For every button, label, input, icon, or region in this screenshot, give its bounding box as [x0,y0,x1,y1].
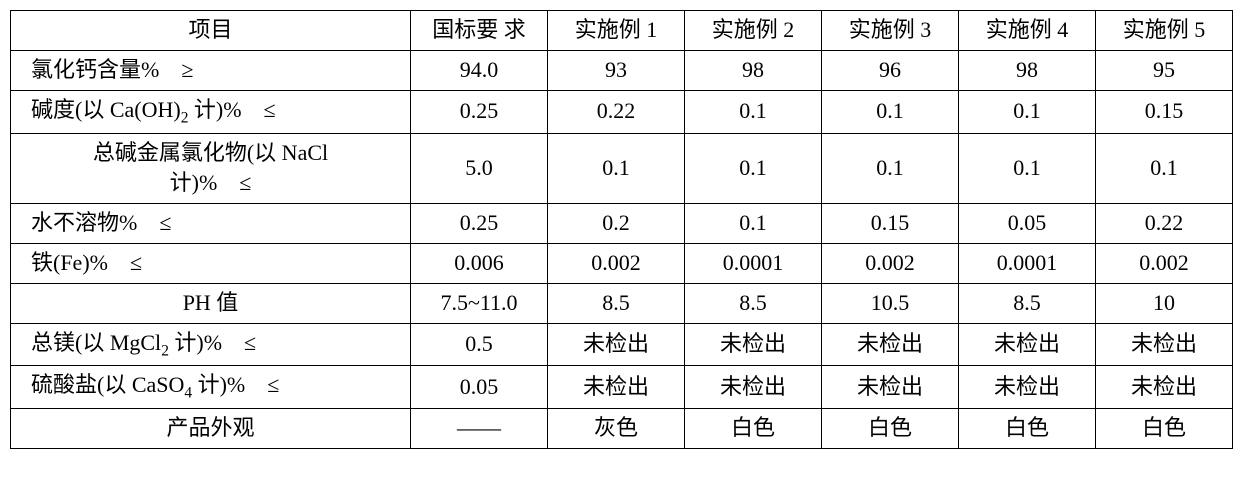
table-row: 总镁(以 MgCl2 计)% ≤0.5未检出未检出未检出未检出未检出 [11,323,1233,366]
cell-ex2: 未检出 [685,366,822,409]
row-label: 氯化钙含量% ≥ [11,50,411,90]
row-label: 水不溶物% ≤ [11,204,411,244]
cell-std: 0.25 [411,204,548,244]
cell-ex2: 0.0001 [685,243,822,283]
cell-std: 7.5~11.0 [411,283,548,323]
col-header-ex4: 实施例 4 [959,11,1096,51]
cell-ex5: 0.002 [1096,243,1233,283]
cell-ex1: 0.22 [548,90,685,133]
table-row: PH 值7.5~11.08.58.510.58.510 [11,283,1233,323]
cell-ex4: 未检出 [959,366,1096,409]
table-row: 产品外观——灰色白色白色白色白色 [11,409,1233,449]
table-row: 碱度(以 Ca(OH)2 计)% ≤0.250.220.10.10.10.15 [11,90,1233,133]
cell-ex3: 未检出 [822,323,959,366]
cell-ex1: 8.5 [548,283,685,323]
cell-ex4: 0.1 [959,90,1096,133]
cell-ex5: 白色 [1096,409,1233,449]
cell-ex3: 96 [822,50,959,90]
row-label: 总碱金属氯化物(以 NaCl计)% ≤ [11,133,411,204]
cell-ex4: 0.0001 [959,243,1096,283]
cell-ex5: 0.1 [1096,133,1233,204]
cell-std: 5.0 [411,133,548,204]
cell-ex1: 0.2 [548,204,685,244]
table-row: 水不溶物% ≤0.250.20.10.150.050.22 [11,204,1233,244]
cell-std: 0.5 [411,323,548,366]
col-header-ex5: 实施例 5 [1096,11,1233,51]
table-row: 铁(Fe)% ≤0.0060.0020.00010.0020.00010.002 [11,243,1233,283]
row-label: 产品外观 [11,409,411,449]
cell-ex5: 未检出 [1096,366,1233,409]
cell-std: 0.05 [411,366,548,409]
cell-ex3: 未检出 [822,366,959,409]
cell-ex5: 10 [1096,283,1233,323]
cell-std: 0.25 [411,90,548,133]
cell-ex2: 白色 [685,409,822,449]
cell-ex1: 93 [548,50,685,90]
cell-ex1: 灰色 [548,409,685,449]
cell-ex2: 0.1 [685,204,822,244]
row-label: PH 值 [11,283,411,323]
cell-ex5: 0.22 [1096,204,1233,244]
data-table: 项目 国标要 求 实施例 1 实施例 2 实施例 3 实施例 4 实施例 5 氯… [10,10,1233,449]
table-row: 氯化钙含量% ≥94.09398969895 [11,50,1233,90]
cell-ex4: 0.1 [959,133,1096,204]
cell-std: —— [411,409,548,449]
cell-ex3: 0.1 [822,133,959,204]
cell-ex5: 0.15 [1096,90,1233,133]
row-label: 总镁(以 MgCl2 计)% ≤ [11,323,411,366]
row-label: 硫酸盐(以 CaSO4 计)% ≤ [11,366,411,409]
cell-ex4: 98 [959,50,1096,90]
cell-ex3: 0.15 [822,204,959,244]
cell-ex4: 8.5 [959,283,1096,323]
row-label: 铁(Fe)% ≤ [11,243,411,283]
cell-ex2: 0.1 [685,133,822,204]
cell-ex2: 98 [685,50,822,90]
table-head: 项目 国标要 求 实施例 1 实施例 2 实施例 3 实施例 4 实施例 5 [11,11,1233,51]
col-header-ex2: 实施例 2 [685,11,822,51]
cell-ex3: 0.002 [822,243,959,283]
table-row: 硫酸盐(以 CaSO4 计)% ≤0.05未检出未检出未检出未检出未检出 [11,366,1233,409]
row-label: 碱度(以 Ca(OH)2 计)% ≤ [11,90,411,133]
cell-ex1: 0.1 [548,133,685,204]
cell-ex2: 0.1 [685,90,822,133]
col-header-item: 项目 [11,11,411,51]
cell-ex3: 白色 [822,409,959,449]
cell-ex2: 未检出 [685,323,822,366]
cell-std: 0.006 [411,243,548,283]
col-header-ex1: 实施例 1 [548,11,685,51]
cell-ex2: 8.5 [685,283,822,323]
cell-ex4: 白色 [959,409,1096,449]
cell-ex5: 95 [1096,50,1233,90]
cell-std: 94.0 [411,50,548,90]
cell-ex1: 0.002 [548,243,685,283]
header-row: 项目 国标要 求 实施例 1 实施例 2 实施例 3 实施例 4 实施例 5 [11,11,1233,51]
table-row: 总碱金属氯化物(以 NaCl计)% ≤5.00.10.10.10.10.1 [11,133,1233,204]
table-body: 氯化钙含量% ≥94.09398969895碱度(以 Ca(OH)2 计)% ≤… [11,50,1233,448]
cell-ex5: 未检出 [1096,323,1233,366]
col-header-ex3: 实施例 3 [822,11,959,51]
cell-ex3: 10.5 [822,283,959,323]
cell-ex4: 未检出 [959,323,1096,366]
col-header-std: 国标要 求 [411,11,548,51]
cell-ex1: 未检出 [548,366,685,409]
cell-ex3: 0.1 [822,90,959,133]
cell-ex1: 未检出 [548,323,685,366]
cell-ex4: 0.05 [959,204,1096,244]
